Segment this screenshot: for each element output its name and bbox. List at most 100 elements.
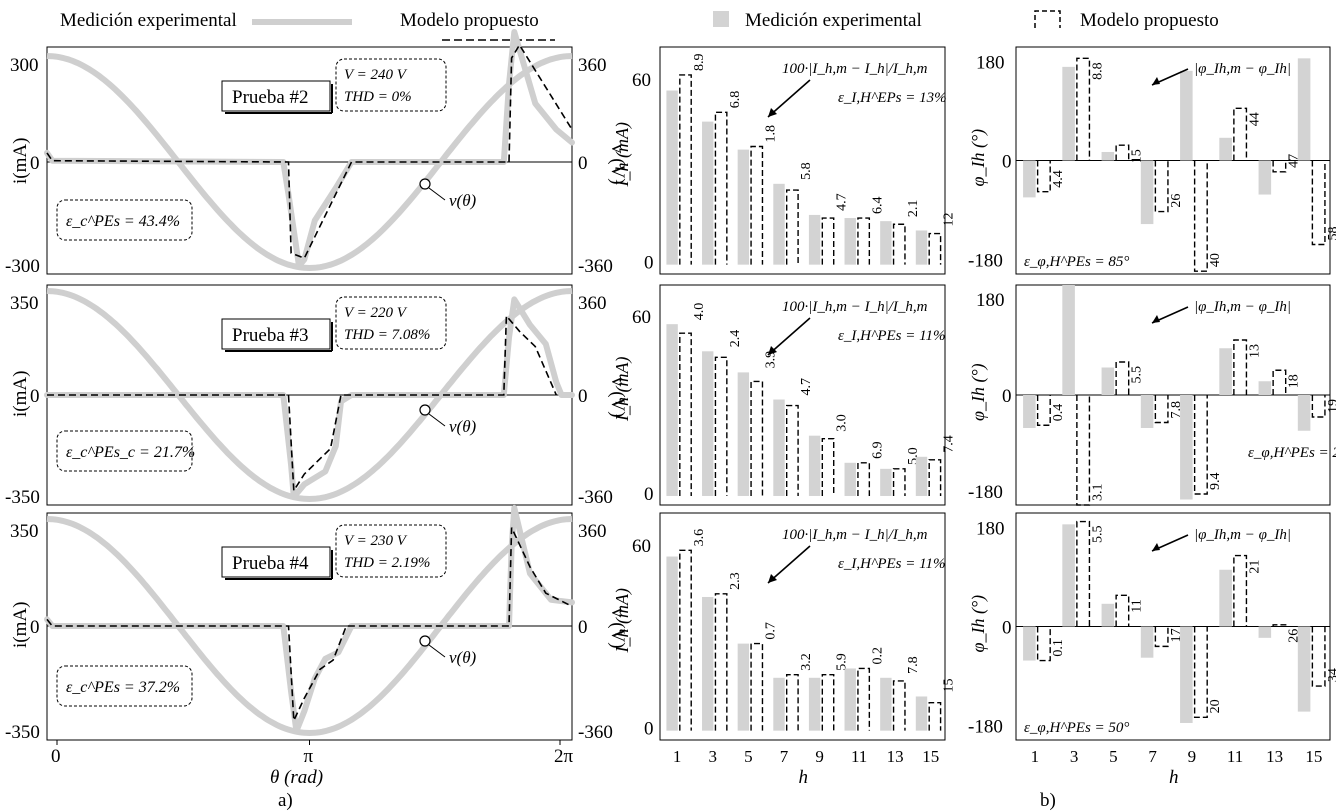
- bar-model: [928, 701, 942, 731]
- bar-model: [714, 356, 728, 496]
- v-tick-bottom: -360: [578, 487, 613, 508]
- bar-model: [821, 673, 835, 731]
- error-label: 0.2: [870, 647, 885, 665]
- panel-frame: [659, 46, 946, 275]
- error-formula: 100·|I_h,m − I_h|/I_h,m: [782, 61, 928, 77]
- error-formula: |φ_Ih,m − φ_Ih|: [1194, 299, 1291, 315]
- magnitude-panel-2: 8.9 6.8 1.8 5.8 4.7 6.4 2.1 12 60 0 I_h (mA) 100·|I…: [612, 46, 957, 275]
- arrow-head: [1152, 543, 1160, 551]
- arrow-head: [768, 108, 777, 117]
- y-tick-zero: 0: [644, 253, 654, 274]
- bar-experimental: [915, 696, 928, 731]
- bar-experimental: [1297, 626, 1311, 712]
- bar-experimental: [702, 351, 714, 496]
- arrow: [767, 79, 811, 118]
- test-label: Prueba #3: [232, 325, 309, 346]
- i-axis-label: i(mA): [10, 138, 31, 184]
- x-tick: 13: [1266, 747, 1283, 766]
- error-formula: |φ_Ih,m − φ_Ih|: [1194, 61, 1291, 77]
- error-label: 3.1: [1090, 484, 1105, 502]
- test-conditions-box: [335, 524, 447, 578]
- error-label: 4.0: [692, 303, 707, 321]
- x-tick: 15: [922, 747, 939, 766]
- bar-model: [1076, 520, 1091, 627]
- bar-model: [928, 459, 942, 496]
- bar-model: [785, 189, 799, 265]
- waveform-panel-3: 350 0 -350 360 0 -360 i(mA) v (V) Prueba #3 V = 2…: [5, 284, 628, 508]
- bar-model: [821, 217, 835, 265]
- panel-frame: [46, 46, 573, 275]
- current-experimental-curve: [44, 504, 575, 734]
- bar-model: [750, 145, 764, 265]
- bar-experimental: [1140, 395, 1154, 428]
- bar-model: [785, 673, 799, 731]
- x-axis-label: h: [1169, 767, 1179, 788]
- bar-model: [1036, 626, 1051, 662]
- test-voltage: V = 240 V: [344, 67, 408, 83]
- bar-model: [1193, 395, 1208, 495]
- y-tick-top: 180: [976, 290, 1005, 311]
- bar-experimental: [1101, 151, 1115, 161]
- bar-experimental: [915, 456, 928, 496]
- bar-experimental: [1062, 66, 1075, 161]
- bar-model: [892, 468, 906, 496]
- v-tick-top: 360: [578, 521, 607, 542]
- error-label: 4.4: [1051, 170, 1066, 188]
- y-axis-label: I_h (mA): [612, 122, 633, 187]
- x-tick: 5: [744, 747, 753, 766]
- y-tick-bottom: -180: [968, 717, 1003, 738]
- waveform-x-axis: 0 π 2π θ (rad): [51, 740, 574, 788]
- bar-experimental: [773, 677, 785, 731]
- bar-experimental: [844, 218, 856, 265]
- error-metric: ε_φ,H^PEs = 85°: [1024, 254, 1129, 270]
- bar-model: [1233, 554, 1248, 627]
- bar-model: [1272, 160, 1287, 173]
- x-tick-0: 0: [51, 746, 61, 767]
- bar-model: [857, 667, 871, 731]
- error-label: 58: [1326, 226, 1336, 240]
- legend-right-mod-swatch: [1034, 10, 1061, 28]
- bar-model: [1233, 339, 1248, 395]
- bar-experimental: [844, 462, 856, 496]
- bar-experimental: [737, 643, 750, 731]
- bar-model: [714, 111, 728, 265]
- error-label: 19: [1326, 399, 1336, 413]
- bar-experimental: [1258, 626, 1272, 638]
- y-tick-bottom: -180: [968, 482, 1003, 503]
- bar-experimental: [1023, 160, 1036, 198]
- x-tick: 13: [887, 747, 904, 766]
- bar-model: [1154, 626, 1169, 648]
- bar-experimental: [666, 556, 678, 731]
- y-tick-top: 180: [976, 52, 1005, 73]
- v-leader: [428, 413, 446, 427]
- bar-experimental: [1258, 160, 1272, 195]
- bar-experimental: [1219, 348, 1232, 395]
- bar-model: [785, 404, 799, 496]
- panel-frame: [659, 284, 946, 506]
- arrow-head: [1152, 315, 1160, 323]
- bar-experimental: [1062, 524, 1075, 627]
- error-box: [56, 199, 193, 241]
- panel-frame: [659, 512, 946, 741]
- y-tick-zero: 0: [644, 484, 654, 505]
- bar-experimental: [808, 214, 821, 265]
- x-tick: 9: [1188, 747, 1197, 766]
- v-annotation: v(θ): [449, 648, 477, 667]
- error-label: 9.4: [1208, 473, 1223, 491]
- test-thd: THD = 0%: [344, 89, 412, 105]
- bar-experimental: [1101, 603, 1115, 627]
- bar-experimental: [1180, 626, 1193, 723]
- error-label: 6.4: [870, 197, 885, 215]
- bar-model: [1036, 160, 1051, 193]
- voltage-curve: [46, 516, 573, 737]
- bar-model: [679, 332, 692, 496]
- error-metric: ε_I,H^EPs = 13%: [838, 90, 947, 106]
- bar-experimental: [1140, 160, 1154, 225]
- y-axis-label: φ_Ih (°): [968, 129, 989, 187]
- bar-model: [1115, 361, 1130, 395]
- error-metric: ε_φ,H^PEs = 26°: [1248, 445, 1336, 461]
- error-label: 8.8: [1090, 62, 1105, 80]
- bar-model: [679, 74, 692, 265]
